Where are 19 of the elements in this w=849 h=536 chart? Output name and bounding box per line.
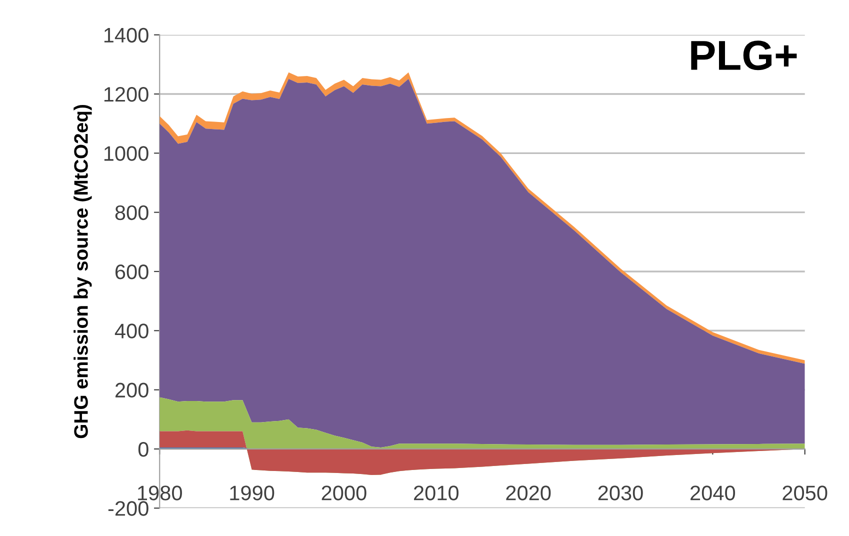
x-tick-label: 2030	[598, 486, 643, 500]
y-tick-label: 600	[115, 264, 148, 280]
y-tick-label: 400	[114, 324, 148, 338]
x-tick-label: 2000	[322, 486, 366, 500]
x-tick-label: 1990	[230, 486, 274, 500]
y-tick-label: 1400	[104, 28, 148, 43]
x-tick-label: 2010	[414, 486, 459, 500]
x-tick-label: 2040	[690, 486, 736, 500]
y-tick-label: 1000	[104, 146, 148, 161]
x-tick-label: 1980	[138, 486, 182, 500]
x-tick-label: 2050	[782, 486, 828, 500]
y-tick-label: 1200	[104, 87, 148, 102]
annotation: PLG+	[691, 40, 797, 70]
y-tick-label: -200	[108, 501, 148, 516]
y-tick-label: 200	[115, 382, 148, 398]
x-tick-label: 2020	[506, 486, 551, 500]
y-axis-title: GHG emission by source (MtCO2eq)	[74, 104, 92, 438]
y-tick-label: 0	[138, 442, 148, 457]
y-tick-label: 800	[115, 205, 148, 220]
